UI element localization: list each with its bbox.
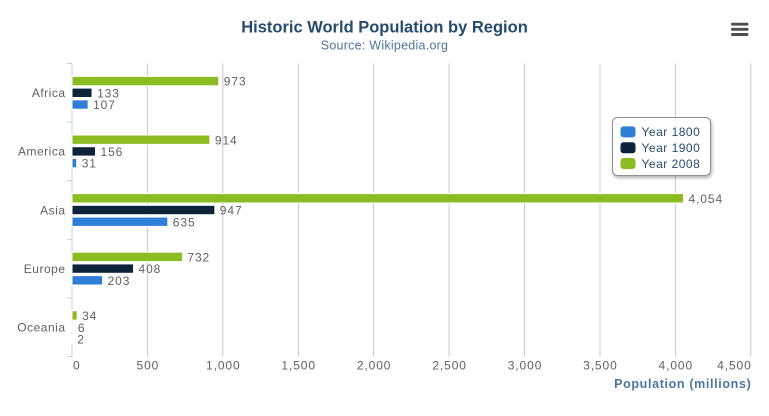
svg-text:Year 1900: Year 1900 [642, 141, 701, 155]
svg-text:107: 107 [93, 98, 116, 112]
svg-text:Historic World Population by R: Historic World Population by Region [241, 19, 528, 37]
svg-text:3,000: 3,000 [508, 359, 543, 373]
svg-text:4,054: 4,054 [689, 192, 724, 206]
svg-text:408: 408 [139, 262, 162, 276]
svg-text:2: 2 [77, 333, 85, 347]
svg-text:Asia: Asia [40, 203, 65, 217]
svg-text:203: 203 [108, 274, 131, 288]
svg-text:732: 732 [187, 251, 210, 265]
svg-text:Year 2008: Year 2008 [642, 157, 701, 171]
svg-text:Source: Wikipedia.org: Source: Wikipedia.org [321, 39, 449, 53]
svg-text:4,000: 4,000 [659, 359, 694, 373]
svg-text:3,500: 3,500 [583, 359, 618, 373]
svg-text:635: 635 [173, 215, 196, 229]
svg-text:Year 1800: Year 1800 [642, 125, 701, 139]
svg-text:2,500: 2,500 [432, 359, 467, 373]
svg-text:914: 914 [215, 133, 238, 147]
svg-text:0: 0 [73, 359, 81, 373]
svg-text:156: 156 [101, 145, 124, 159]
svg-text:4,500: 4,500 [717, 359, 752, 373]
svg-text:1,000: 1,000 [206, 359, 241, 373]
svg-text:America: America [18, 145, 66, 159]
svg-text:Africa: Africa [32, 86, 66, 100]
svg-text:973: 973 [224, 75, 247, 89]
svg-text:947: 947 [220, 204, 243, 218]
svg-text:133: 133 [97, 86, 120, 100]
svg-text:6: 6 [78, 321, 86, 335]
svg-text:Europe: Europe [24, 262, 66, 276]
svg-text:500: 500 [137, 359, 160, 373]
svg-text:31: 31 [82, 157, 97, 171]
svg-text:Population (millions): Population (millions) [614, 377, 751, 391]
svg-text:2,000: 2,000 [357, 359, 392, 373]
svg-text:Oceania: Oceania [17, 321, 65, 335]
svg-text:1,500: 1,500 [281, 359, 316, 373]
svg-text:34: 34 [82, 309, 97, 323]
